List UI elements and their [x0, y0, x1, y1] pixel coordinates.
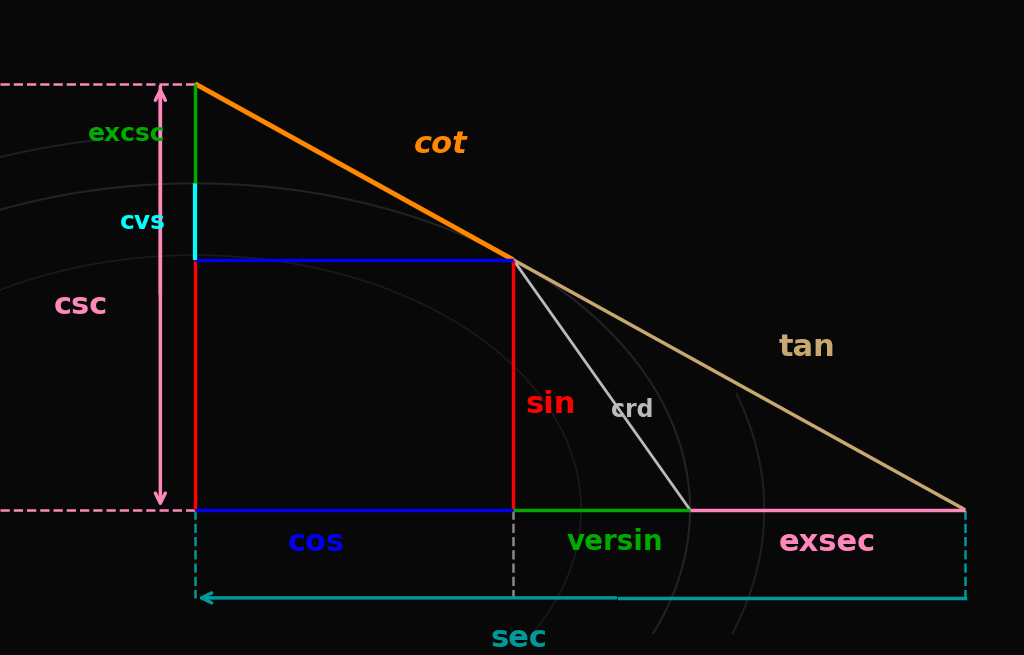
Text: versin: versin	[566, 528, 663, 555]
Text: csc: csc	[54, 291, 109, 320]
Text: crd: crd	[611, 398, 654, 422]
Text: cos: cos	[288, 528, 344, 557]
Text: cvs: cvs	[120, 210, 165, 234]
Text: excsc: excsc	[88, 122, 165, 145]
Text: cot: cot	[414, 130, 467, 159]
Text: tan: tan	[778, 333, 836, 362]
Text: exsec: exsec	[779, 528, 877, 557]
Text: sin: sin	[525, 390, 575, 419]
Text: sec: sec	[490, 624, 547, 653]
